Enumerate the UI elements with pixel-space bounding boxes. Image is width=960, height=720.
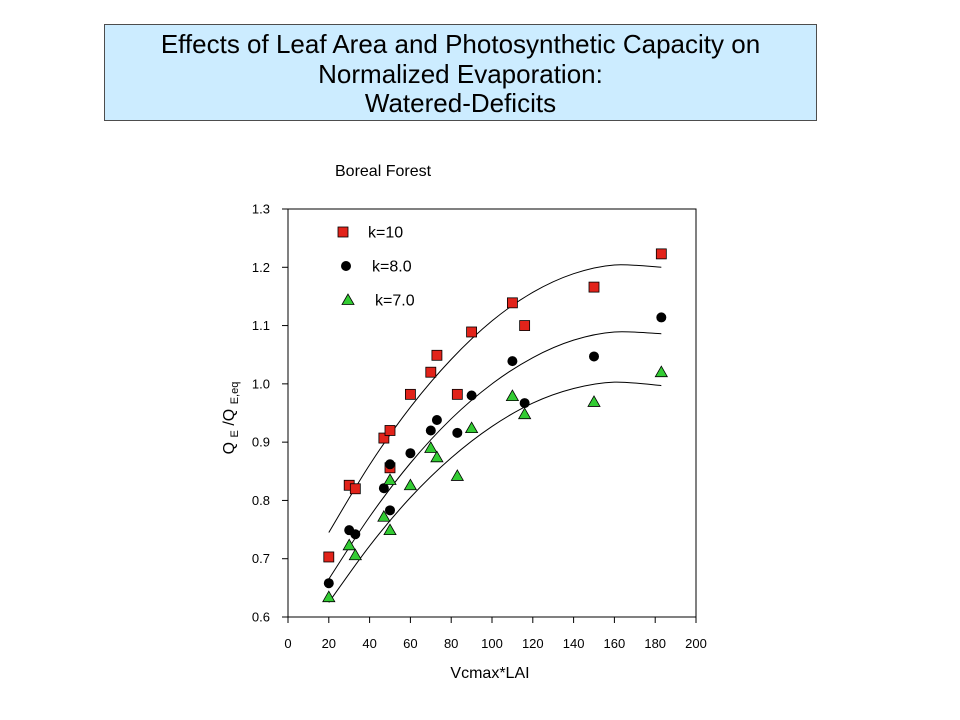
- data-point-triangle: [383, 523, 397, 536]
- data-point-circle: [452, 427, 463, 438]
- data-point-circle: [323, 578, 334, 589]
- fit-curves-layer: [328, 264, 662, 603]
- data-point-triangle: [464, 421, 479, 434]
- data-point-square: [431, 349, 443, 361]
- data-point-triangle: [322, 590, 336, 603]
- legend-marker-triangle: [341, 293, 355, 305]
- data-point-square: [349, 483, 361, 495]
- data-point-circle: [384, 505, 395, 516]
- data-point-circle: [507, 356, 518, 367]
- data-point-triangle: [383, 473, 397, 485]
- data-point-triangle: [505, 389, 520, 401]
- data-point-triangle: [430, 450, 444, 463]
- x-tick-label: 120: [522, 636, 544, 651]
- slide-title-box: Effects of Leaf Area and Photosynthetic …: [104, 24, 817, 121]
- x-tick-label: 140: [563, 636, 585, 651]
- slide-title-line-1: Effects of Leaf Area and Photosynthetic …: [160, 29, 761, 59]
- data-point-square: [451, 388, 463, 400]
- data-point-triangle: [587, 395, 601, 407]
- y-tick-label: 1.0: [252, 376, 270, 391]
- data-point-square: [378, 432, 390, 444]
- y-tick-label: 0.6: [252, 610, 270, 625]
- chart-title: Boreal Forest: [335, 163, 432, 180]
- data-point-triangle: [342, 538, 356, 551]
- data-points-layer: [322, 248, 669, 603]
- data-point-circle: [425, 425, 436, 436]
- x-axis-label: Vcmax*LAI: [450, 665, 529, 682]
- data-point-circle: [656, 312, 667, 323]
- data-point-square: [588, 281, 600, 293]
- legend: k=10 k=8.0 k=7.0: [337, 225, 415, 310]
- y-axis-label-subscript: E: [229, 430, 241, 437]
- data-point-square: [384, 425, 396, 436]
- data-point-circle: [405, 448, 416, 459]
- x-tick-label: 160: [604, 636, 626, 651]
- y-axis-label-q: Q: [221, 442, 238, 454]
- x-tick-label: 60: [403, 636, 417, 651]
- data-point-circle: [350, 529, 361, 540]
- fit-curve-triangle: [328, 381, 662, 603]
- legend-label: k=10: [368, 225, 403, 242]
- data-point-square: [425, 366, 437, 378]
- legend-label: k=7.0: [375, 293, 415, 310]
- data-point-triangle: [517, 407, 532, 420]
- y-tick-label: 0.8: [252, 493, 270, 508]
- x-tick-label: 180: [644, 636, 666, 651]
- data-point-square: [655, 248, 667, 260]
- data-point-square: [404, 388, 416, 400]
- y-tick-label: 0.7: [252, 551, 270, 566]
- x-tick-label: 200: [685, 636, 707, 651]
- data-point-circle: [519, 398, 530, 409]
- x-tick-label: 20: [322, 636, 336, 651]
- data-point-circle: [384, 459, 395, 470]
- y-axis-label-q: /Q: [221, 409, 238, 426]
- data-point-triangle: [348, 548, 363, 561]
- data-point-triangle: [403, 478, 418, 491]
- data-point-circle: [431, 414, 442, 425]
- legend-label: k=8.0: [372, 259, 412, 276]
- data-point-square: [323, 551, 335, 563]
- y-axis-label: Q E /Q E,eq: [221, 382, 242, 455]
- x-tick-label: 100: [481, 636, 503, 651]
- y-tick-label: 0.9: [252, 435, 270, 450]
- data-point-square: [519, 320, 531, 331]
- y-tick-label: 1.2: [252, 260, 270, 275]
- y-axis-label-subscript: E,eq: [229, 382, 241, 405]
- data-point-triangle: [450, 469, 465, 481]
- plot-frame: [287, 208, 697, 618]
- legend-marker-circle: [340, 260, 351, 271]
- legend-marker-square: [337, 226, 349, 238]
- data-point-circle: [589, 351, 600, 362]
- slide-title-line-3: Watered-Deficits: [364, 88, 557, 118]
- x-tick-label: 0: [284, 636, 291, 651]
- y-tick-label: 1.3: [252, 202, 270, 217]
- data-point-circle: [466, 390, 477, 401]
- fit-curve-square: [328, 264, 662, 533]
- data-point-circle: [378, 483, 389, 494]
- x-tick-label: 40: [362, 636, 376, 651]
- data-point-triangle: [654, 365, 669, 378]
- x-tick-label: 80: [444, 636, 458, 651]
- slide-title-line-2: Normalized Evaporation:: [318, 58, 603, 89]
- fit-curve-circle: [328, 331, 662, 580]
- data-point-square: [506, 297, 518, 309]
- data-point-triangle: [424, 441, 438, 453]
- axes-layer: 0.6 0.7 0.8 0.9 1.0 1.1 1.2 1.3 0 20 40 60 80 100 120 1…: [252, 202, 707, 652]
- data-point-triangle: [377, 509, 391, 522]
- y-tick-label: 1.1: [252, 318, 270, 333]
- data-point-square: [466, 326, 478, 338]
